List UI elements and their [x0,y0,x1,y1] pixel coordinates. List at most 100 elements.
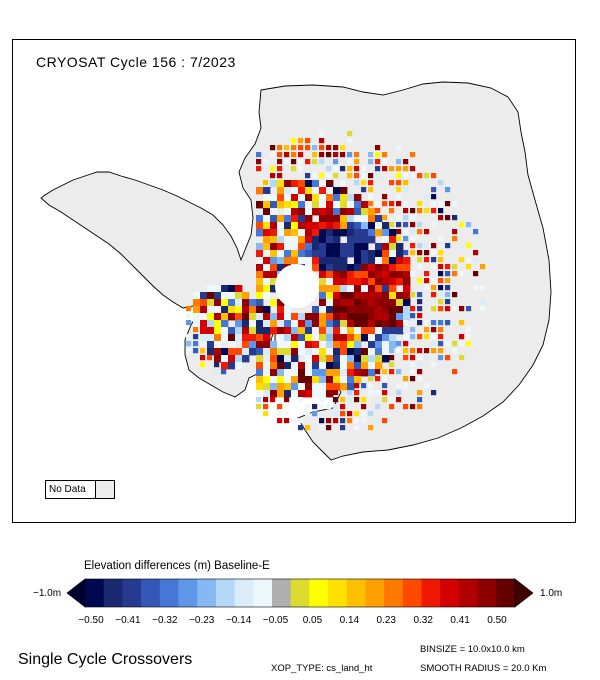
data-cell [466,334,472,340]
data-cell [277,159,283,165]
data-cell [417,278,423,284]
data-cell [305,194,313,202]
data-cell [333,390,339,396]
colorbar-swatch [328,579,348,607]
data-cell [214,320,222,328]
data-cell [207,355,213,361]
data-cell [319,278,327,286]
data-cell [284,152,290,158]
data-cell [256,362,264,370]
data-cell [200,299,208,307]
data-cell [298,425,304,431]
data-cell [326,355,334,363]
data-cell [396,292,404,300]
data-cell [312,229,320,237]
data-cell [396,243,404,251]
data-cell [389,355,395,361]
data-cell [270,383,278,391]
data-cell [291,159,297,165]
data-cell [347,369,355,377]
no-data-legend: No Data [45,480,115,499]
data-cell [305,341,313,349]
footer-title: Single Cycle Crossovers [18,651,193,668]
data-cell [284,215,292,223]
data-cell [277,355,285,363]
data-cell [354,348,362,356]
data-cell [354,376,362,384]
data-cell [403,376,409,382]
data-cell [319,145,325,151]
data-cell [263,334,271,342]
data-cell [340,243,348,251]
data-cell [410,243,416,249]
data-cell [270,243,278,251]
data-cell [221,348,229,356]
data-cell [291,257,299,265]
data-cell [340,425,346,431]
data-cell [382,264,390,272]
data-cell [431,285,437,291]
no-data-label: No Data [46,481,96,498]
data-cell [361,187,367,193]
data-cell [291,390,299,398]
data-cell [263,271,271,279]
data-cell [403,222,409,228]
data-cell [228,313,236,321]
data-cell [242,334,250,342]
data-cell [403,355,409,361]
data-cell [291,376,299,384]
data-cell [417,306,423,312]
data-cell [347,355,355,363]
data-cell [466,243,472,249]
colorbar-right-label: 1.0m [540,588,563,599]
data-cell [368,383,374,389]
data-cell [452,348,458,354]
data-cell [382,313,390,321]
data-cell [214,306,222,314]
data-cell [263,411,269,417]
data-cell [256,348,264,356]
data-cell [326,194,334,202]
data-cell [277,229,285,237]
map-title: CRYOSAT Cycle 156 : 7/2023 [36,54,236,70]
data-cell [305,236,313,244]
data-cell [319,208,327,216]
data-cell [319,418,325,424]
data-cell [382,250,390,258]
colorbar-swatch [496,579,516,607]
data-cell [214,348,222,356]
data-cell [277,236,285,244]
data-cell [221,327,229,335]
data-cell [284,180,292,188]
data-cell [403,278,411,286]
data-cell [284,341,292,349]
data-cell [375,159,381,165]
data-cell [298,180,306,188]
data-cell [263,215,271,223]
data-cell [277,257,285,265]
data-cell [298,229,306,237]
data-cell [305,327,313,335]
data-cell [361,320,369,328]
data-cell [312,264,320,272]
data-cell [256,369,264,377]
colorbar-swatch [477,579,497,607]
data-cell [305,376,313,384]
data-cell [431,201,437,207]
data-cell [368,257,376,265]
data-cell [347,285,355,293]
data-cell [438,250,444,256]
colorbar-swatch [234,579,254,607]
data-cell [263,187,271,195]
data-cell [466,306,472,312]
data-cell [298,166,304,172]
data-cell [284,320,292,328]
data-cell [340,348,348,356]
data-cell [417,243,423,249]
data-cell [396,173,402,179]
data-cell [228,341,236,349]
data-cell [270,194,278,202]
data-cell [403,320,409,326]
data-cell [333,222,341,230]
data-cell [305,320,313,328]
